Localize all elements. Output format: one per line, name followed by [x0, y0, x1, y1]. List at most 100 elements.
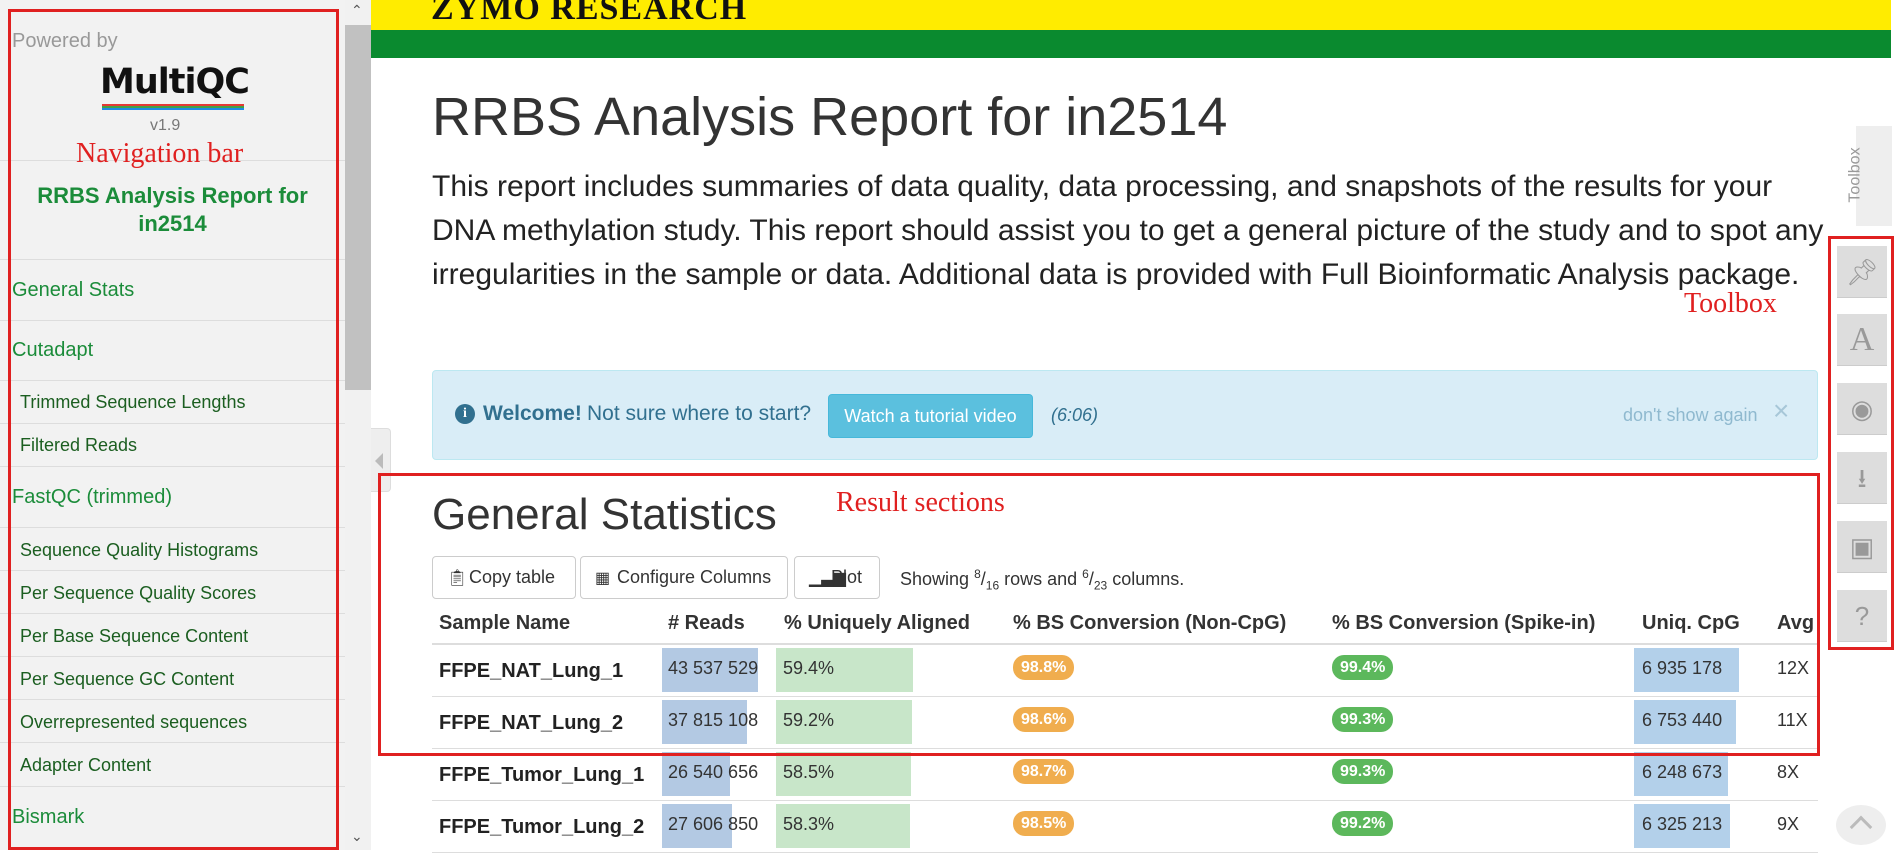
sample-name-cell[interactable]: FFPE_NAT_Lung_2 [439, 712, 624, 734]
uniq-cpg-bar [1634, 804, 1730, 848]
column-header-reads[interactable]: # Reads [668, 612, 745, 634]
rename-button[interactable]: A [1837, 314, 1887, 366]
plot-label: Plot [831, 567, 863, 587]
sidebar-item-trimmed-sequence-lengths[interactable]: Trimmed Sequence Lengths [20, 392, 246, 412]
navigation-annotation-label: Navigation bar [76, 138, 244, 169]
save-icon: ▣ [1849, 532, 1875, 562]
column-header-avg[interactable]: Avg [1777, 612, 1815, 634]
avg-coverage-cell: 12X [1777, 658, 1810, 678]
sidebar-item-overrepresented-sequences[interactable]: Overrepresented sequences [20, 712, 248, 732]
pin-icon: 📌︎ [1845, 257, 1879, 287]
download-icon: ⭳ [1857, 463, 1867, 493]
pin-button[interactable]: 📌︎ [1837, 246, 1887, 298]
uniquely-aligned-bar [776, 700, 912, 744]
sidebar-item-adapter-content[interactable]: Adapter Content [20, 755, 152, 775]
intro-paragraph: This report includes summaries of data q… [432, 170, 1824, 291]
uniq-cpg-cell: 6 248 673 [1642, 762, 1723, 782]
sidebar-scrollbar[interactable]: ⌃ ⌄ [345, 0, 371, 850]
uniquely-aligned-bar [776, 804, 910, 848]
clipboard-icon: 📋︎ [447, 570, 468, 587]
column-header-bs-conversion-spike[interactable]: % BS Conversion (Spike-in) [1332, 612, 1596, 634]
column-header-uniq-cpg[interactable]: Uniq. CpG [1642, 612, 1740, 634]
sidebar-divider [0, 423, 345, 424]
uniq-cpg-bar [1634, 648, 1739, 692]
welcome-text: Not sure where to start? [587, 402, 812, 425]
brand-stripe [371, 30, 1891, 58]
sidebar-item-per-sequence-quality-scores[interactable]: Per Sequence Quality Scores [20, 583, 257, 603]
reads-cell: 27 606 850 [668, 814, 759, 834]
plot-button[interactable]: ▁▃▆Plot [794, 556, 880, 599]
copy-table-label: Copy table [469, 567, 556, 587]
sidebar-collapse-handle[interactable] [371, 428, 391, 492]
scroll-down-icon[interactable]: ⌄ [351, 828, 363, 844]
scroll-up-icon[interactable]: ⌃ [351, 2, 363, 18]
help-button[interactable]: ? [1837, 590, 1887, 642]
dont-show-again-link[interactable]: don't show again [1623, 405, 1758, 425]
uniq-cpg-cell: 6 935 178 [1642, 658, 1723, 678]
brand-banner: ZYMO RESEARCH [371, 0, 1891, 30]
sample-name-cell[interactable]: FFPE_NAT_Lung_1 [439, 660, 624, 682]
help-icon: ? [1854, 601, 1870, 631]
toolbox-label: Toolbox [1846, 147, 1864, 203]
bs-conversion-noncpg-badge: 98.5% [1013, 811, 1075, 836]
uniquely-aligned-bar [776, 752, 911, 796]
uniq-cpg-cell: 6 753 440 [1642, 710, 1723, 730]
uniquely-aligned-cell: 58.5% [783, 762, 835, 782]
toolbox-annotation-label: Toolbox [1684, 288, 1777, 319]
column-header-uniquely-aligned[interactable]: % Uniquely Aligned [784, 612, 970, 634]
export-button[interactable]: ⭳ [1837, 452, 1887, 504]
toolbox-annotation-box [1828, 236, 1894, 650]
sidebar-divider [0, 160, 345, 161]
sample-name-cell[interactable]: FFPE_Tumor_Lung_2 [439, 816, 645, 838]
configure-columns-button[interactable]: ▦ Configure Columns [580, 556, 788, 599]
sidebar-item-filtered-reads[interactable]: Filtered Reads [20, 435, 138, 455]
logo-underline [102, 104, 244, 110]
bs-conversion-noncpg-badge: 98.6% [1013, 707, 1075, 732]
reads-bar [662, 648, 758, 692]
font-icon: A [1849, 321, 1875, 358]
column-header-bs-conversion-noncpg[interactable]: % BS Conversion (Non-CpG) [1013, 612, 1287, 634]
column-header-sample-name[interactable]: Sample Name [439, 612, 571, 634]
bs-conversion-spike-badge: 99.2% [1332, 811, 1394, 836]
sidebar-item-per-sequence-gc-content[interactable]: Per Sequence GC Content [20, 669, 235, 689]
multiqc-logo[interactable]: MultiQC [100, 62, 250, 112]
sidebar-report-title[interactable]: RRBS Analysis Report for in2514 [37, 183, 308, 236]
logo-text: MultiQC [100, 62, 250, 102]
table-header-divider [432, 643, 1818, 645]
reads-bar [662, 700, 747, 744]
welcome-heading: Welcome! [483, 402, 582, 425]
scrollbar-thumb[interactable] [345, 25, 371, 390]
reads-bar [662, 804, 732, 848]
table-row-divider [432, 800, 1818, 801]
save-settings-button[interactable]: ▣ [1837, 521, 1887, 573]
sidebar-divider [0, 699, 345, 700]
version-label: v1.9 [150, 117, 181, 134]
eye-slash-icon: ◉ [1850, 394, 1874, 424]
bs-conversion-noncpg-badge: 98.8% [1013, 655, 1075, 680]
tutorial-video-button[interactable]: Watch a tutorial video [828, 394, 1033, 438]
sidebar-item-fastqc[interactable]: FastQC (trimmed) [12, 486, 172, 508]
scroll-to-top-button[interactable] [1836, 805, 1886, 845]
navigation-sidebar: Powered by MultiQC v1.9 RRBS Analysis Re… [0, 0, 345, 850]
page-title: RRBS Analysis Report for in2514 [432, 87, 1228, 147]
sidebar-item-bismark[interactable]: Bismark [12, 806, 85, 828]
copy-table-button[interactable]: 📋︎Copy table [432, 556, 576, 599]
results-annotation-box [378, 473, 1820, 756]
video-duration: (6:06) [1051, 405, 1099, 425]
showing-summary: Showing 8/16 rows and 6/23 columns. [900, 567, 1185, 593]
close-icon[interactable]: × [1773, 395, 1790, 426]
bs-conversion-spike-badge: 99.3% [1332, 707, 1394, 732]
sidebar-divider [0, 570, 345, 571]
toolbox-tab[interactable]: Toolbox [1847, 126, 1892, 226]
info-icon: i [455, 404, 475, 424]
reads-cell: 43 537 529 [668, 658, 759, 678]
sidebar-item-cutadapt[interactable]: Cutadapt [12, 339, 94, 361]
hide-samples-button[interactable]: ◉ [1837, 383, 1887, 435]
navigation-annotation-box [8, 9, 339, 850]
sample-name-cell[interactable]: FFPE_Tumor_Lung_1 [439, 764, 645, 786]
uniquely-aligned-cell: 59.4% [783, 658, 835, 678]
sidebar-divider [0, 320, 345, 321]
sidebar-item-sequence-quality-histograms[interactable]: Sequence Quality Histograms [20, 540, 259, 560]
sidebar-item-general-stats[interactable]: General Stats [12, 279, 135, 301]
sidebar-item-per-base-sequence-content[interactable]: Per Base Sequence Content [20, 626, 249, 646]
